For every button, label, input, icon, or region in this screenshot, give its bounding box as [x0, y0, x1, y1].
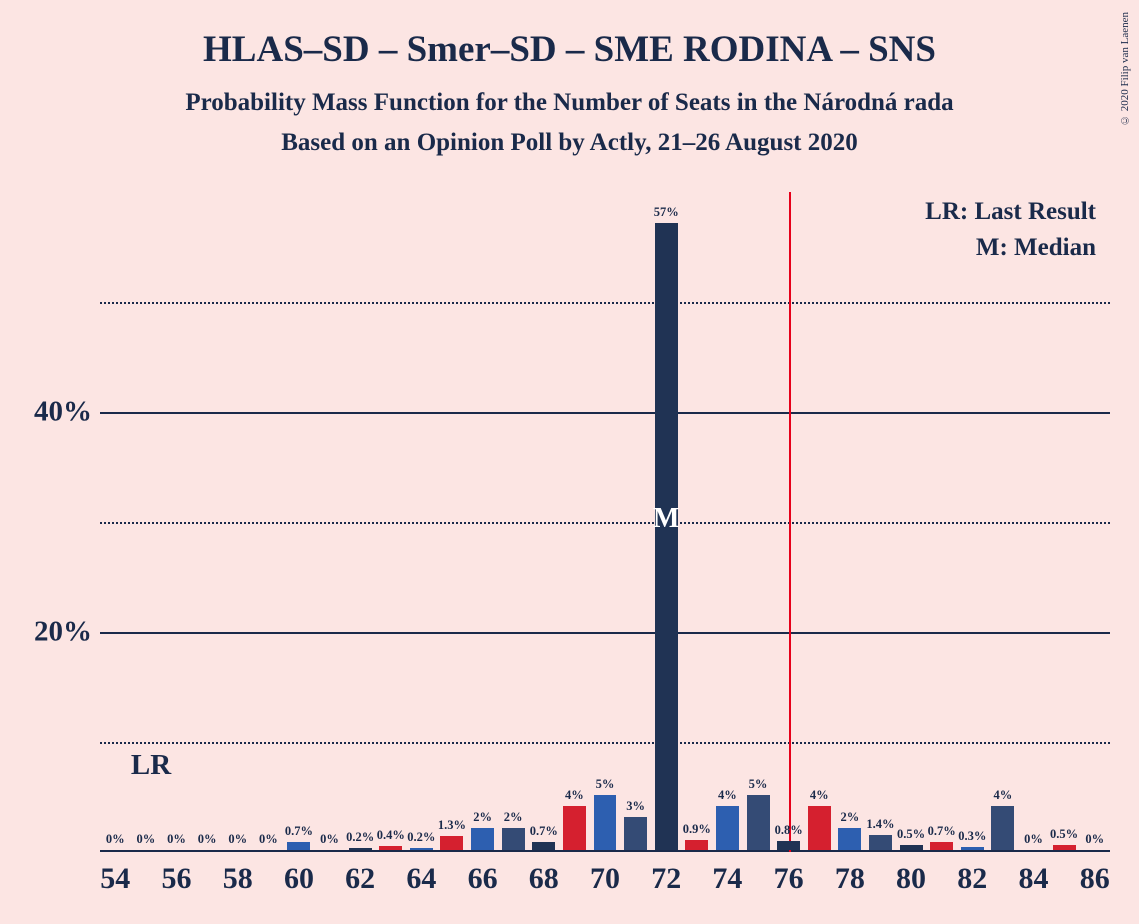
- y-axis-label: 20%: [28, 616, 92, 649]
- bar: [471, 828, 494, 850]
- bar-value-label: 0.7%: [285, 824, 313, 839]
- bar-value-label: 2%: [504, 810, 523, 825]
- bar: [502, 828, 525, 850]
- x-axis-tick-label: 68: [529, 862, 559, 896]
- gridline: [100, 522, 1110, 524]
- bar-value-label: 4%: [565, 788, 584, 803]
- gridline: [100, 302, 1110, 304]
- bar: [594, 795, 617, 850]
- bar-value-label: 0.3%: [958, 829, 986, 844]
- bar-value-label: 5%: [749, 777, 768, 792]
- bar-value-label: 0.5%: [1050, 827, 1078, 842]
- bar: [410, 848, 433, 850]
- bar-value-label: 0.7%: [530, 824, 558, 839]
- gridline: [100, 742, 1110, 744]
- bar-value-label: 57%: [654, 205, 679, 220]
- bar: [961, 847, 984, 850]
- bar-value-label: 0%: [259, 832, 278, 847]
- bar: [1053, 845, 1076, 851]
- bar-value-label: 0.2%: [407, 830, 435, 845]
- bar: [349, 848, 372, 850]
- bar-value-label: 0.5%: [897, 827, 925, 842]
- legend: LR: Last Result M: Median: [925, 198, 1096, 270]
- bar-value-label: 0%: [137, 832, 156, 847]
- x-axis-tick-label: 74: [712, 862, 742, 896]
- gridline: [100, 412, 1110, 414]
- x-axis-tick-label: 72: [651, 862, 681, 896]
- bar-value-label: 4%: [810, 788, 829, 803]
- x-axis-tick-label: 80: [896, 862, 926, 896]
- bar-value-label: 4%: [994, 788, 1013, 803]
- bar-value-label: 4%: [718, 788, 737, 803]
- bar-value-label: 0.4%: [377, 828, 405, 843]
- x-axis-tick-label: 76: [774, 862, 804, 896]
- x-axis-tick-label: 58: [223, 862, 253, 896]
- bar: [624, 817, 647, 850]
- plot-area: LR: Last Result M: Median 20%40%LR0%0%0%…: [100, 192, 1110, 852]
- bar: [287, 842, 310, 850]
- x-axis-tick-label: 86: [1080, 862, 1110, 896]
- gridline: [100, 632, 1110, 634]
- bar: [379, 846, 402, 850]
- bar-value-label: 2%: [840, 810, 859, 825]
- bar-value-label: 0.2%: [346, 830, 374, 845]
- x-axis-tick-label: 60: [284, 862, 314, 896]
- bar-value-label: 0.8%: [775, 823, 803, 838]
- x-axis-tick-label: 62: [345, 862, 375, 896]
- bar-value-label: 0%: [1085, 832, 1104, 847]
- x-axis-tick-label: 82: [957, 862, 987, 896]
- legend-m: M: Median: [925, 234, 1096, 262]
- bar-value-label: 0%: [198, 832, 217, 847]
- chart-subtitle-1: Probability Mass Function for the Number…: [0, 89, 1139, 117]
- bar: [716, 806, 739, 850]
- bar-value-label: 0.9%: [683, 822, 711, 837]
- bar: [532, 842, 555, 850]
- bar: [440, 836, 463, 850]
- bar: [747, 795, 770, 850]
- bar: [930, 842, 953, 850]
- bar: [869, 835, 892, 850]
- bar: [563, 806, 586, 850]
- bar: [808, 806, 831, 850]
- median-marker: M: [653, 503, 679, 535]
- bar: [900, 845, 923, 851]
- chart-area: LR: Last Result M: Median 20%40%LR0%0%0%…: [100, 192, 1110, 852]
- x-axis-tick-label: 78: [835, 862, 865, 896]
- x-axis-tick-label: 64: [406, 862, 436, 896]
- x-axis-tick-label: 66: [468, 862, 498, 896]
- legend-lr: LR: Last Result: [925, 198, 1096, 226]
- x-axis-tick-label: 70: [590, 862, 620, 896]
- x-axis-tick-label: 84: [1018, 862, 1048, 896]
- bar-value-label: 0%: [228, 832, 247, 847]
- x-axis-tick-label: 56: [162, 862, 192, 896]
- bar: [685, 840, 708, 850]
- bar-value-label: 1.4%: [866, 817, 894, 832]
- x-axis-tick-label: 54: [100, 862, 130, 896]
- lr-marker: LR: [131, 749, 171, 782]
- bar-value-label: 3%: [626, 799, 645, 814]
- bar-value-label: 0.7%: [928, 824, 956, 839]
- bar: [991, 806, 1014, 850]
- bar-value-label: 0%: [106, 832, 125, 847]
- bar-value-label: 1.3%: [438, 818, 466, 833]
- chart-subtitle-2: Based on an Opinion Poll by Actly, 21–26…: [0, 129, 1139, 157]
- bar: [655, 223, 678, 850]
- bar-value-label: 0%: [320, 832, 339, 847]
- bar-value-label: 2%: [473, 810, 492, 825]
- bar-value-label: 0%: [1024, 832, 1043, 847]
- x-axis-labels: 54 56 58 60 62 64 66 68 70 72 74 76 78 80 82 84 86: [100, 862, 1110, 912]
- bar: [838, 828, 861, 850]
- bar-value-label: 0%: [167, 832, 186, 847]
- chart-title: HLAS–SD – Smer–SD – SME RODINA – SNS: [0, 0, 1139, 71]
- majority-line: [789, 192, 791, 852]
- copyright-label: © 2020 Filip van Laenen: [1119, 12, 1131, 126]
- y-axis-label: 40%: [28, 396, 92, 429]
- bar-value-label: 5%: [596, 777, 615, 792]
- bar: [777, 841, 800, 850]
